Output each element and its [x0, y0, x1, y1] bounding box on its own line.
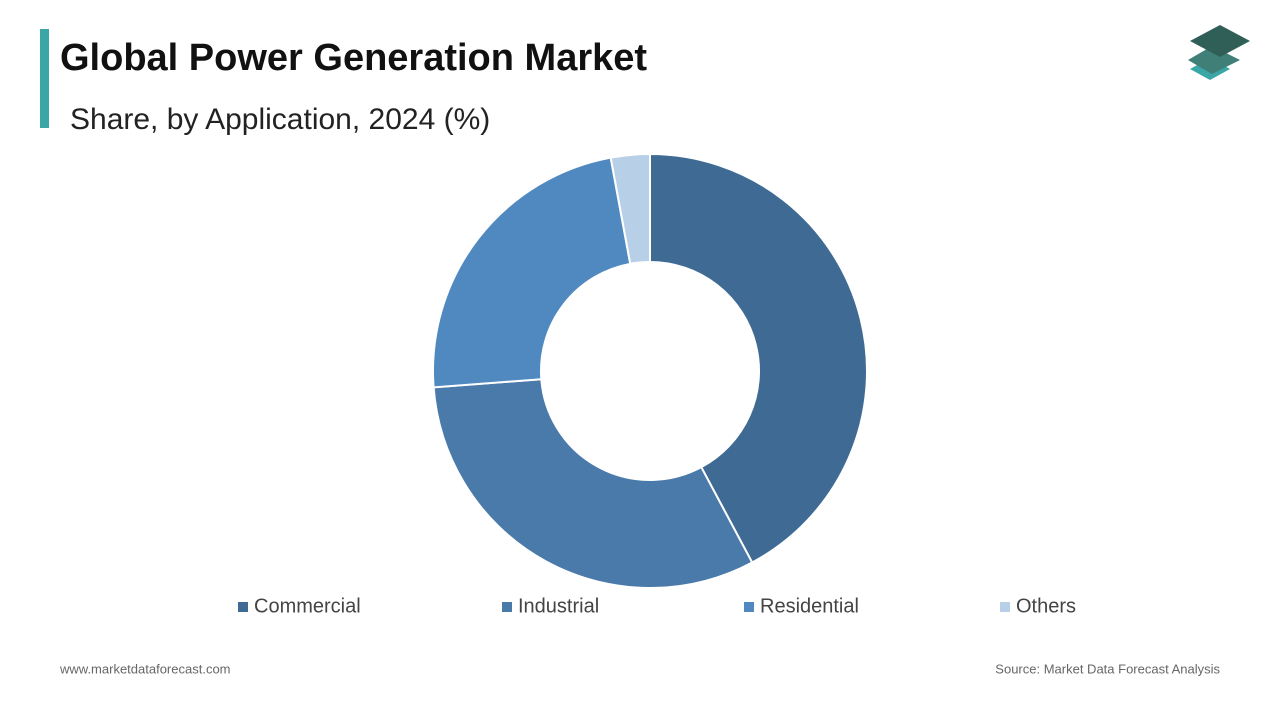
chart-title: Global Power Generation Market	[60, 37, 647, 79]
logo	[1188, 25, 1250, 80]
chart-subtitle: Share, by Application, 2024 (%)	[70, 103, 490, 136]
pie-slice	[609, 152, 651, 265]
legend-swatch	[502, 602, 512, 612]
legend-label: Others	[1016, 595, 1076, 617]
legend-label: Residential	[760, 595, 859, 617]
pie-slice	[432, 156, 632, 389]
pie-slice	[649, 152, 868, 564]
legend-swatch	[238, 602, 248, 612]
source: Source: Market Data Forecast Analysis	[995, 661, 1220, 676]
legend-label: Commercial	[254, 595, 361, 617]
legend-swatch	[1000, 602, 1010, 612]
pie-slice	[432, 378, 754, 589]
legend-swatch	[744, 602, 754, 612]
legend-label: Industrial	[518, 595, 599, 617]
website: www.marketdataforecast.com	[59, 661, 231, 676]
accent-bar	[40, 29, 49, 128]
